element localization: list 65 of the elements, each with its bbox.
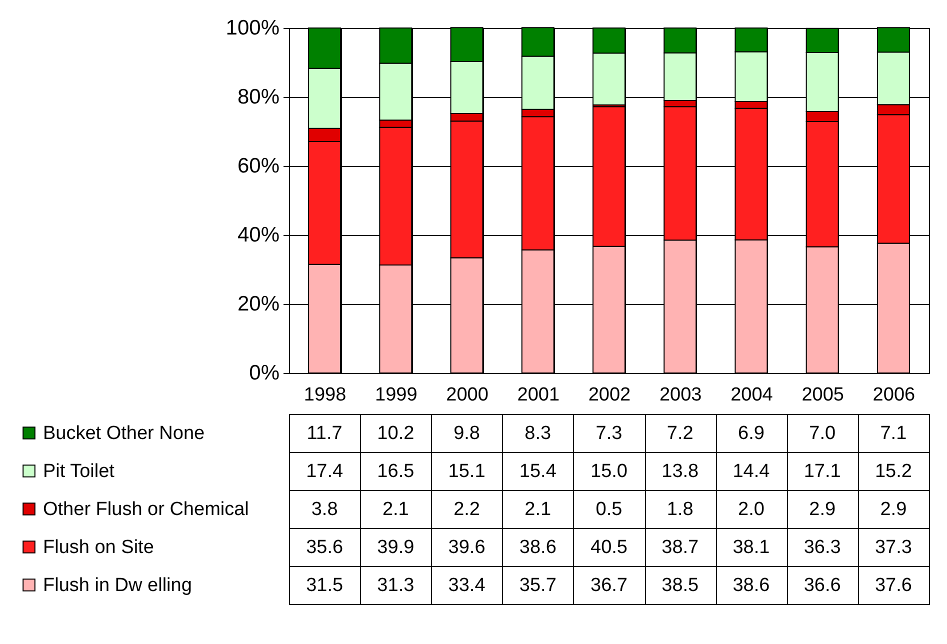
x-tick-label: 2002 bbox=[588, 384, 631, 406]
data-label: 2.2 bbox=[454, 499, 480, 520]
data-label: 11.7 bbox=[306, 423, 342, 444]
data-label: 2.9 bbox=[880, 499, 907, 520]
data-label: 3.8 bbox=[311, 499, 338, 520]
data-label: 38.6 bbox=[732, 575, 770, 596]
y-tick-label: 80% bbox=[237, 86, 280, 108]
data-label: 9.8 bbox=[454, 423, 480, 444]
data-label: 17.1 bbox=[804, 461, 841, 482]
data-label: 2.1 bbox=[382, 499, 409, 520]
legend-label: Flush on Site bbox=[43, 537, 154, 558]
legend-label: Flush in Dw elling bbox=[43, 575, 192, 596]
y-tick-label: 40% bbox=[237, 224, 280, 246]
data-label: 35.6 bbox=[306, 537, 344, 558]
data-label: 10.2 bbox=[377, 423, 414, 444]
data-label: 17.4 bbox=[306, 461, 344, 482]
data-label: 7.1 bbox=[880, 423, 907, 444]
data-label: 37.3 bbox=[874, 537, 912, 558]
data-label: 15.0 bbox=[590, 461, 628, 482]
y-tick-label: 0% bbox=[249, 362, 280, 384]
data-label: 35.7 bbox=[519, 575, 556, 596]
data-label: 37.6 bbox=[874, 575, 912, 596]
data-label: 40.5 bbox=[590, 537, 628, 558]
data-label: 36.7 bbox=[590, 575, 628, 596]
x-tick-label: 2006 bbox=[872, 384, 916, 406]
x-tick-label: 1999 bbox=[375, 384, 418, 406]
data-label: 31.5 bbox=[306, 575, 344, 596]
data-label: 39.6 bbox=[448, 537, 486, 558]
x-tick-label: 2001 bbox=[517, 384, 560, 406]
data-label: 0.5 bbox=[596, 499, 622, 520]
y-tick-label: 60% bbox=[237, 154, 280, 178]
data-label: 39.9 bbox=[377, 537, 414, 558]
x-tick-label: 2005 bbox=[802, 384, 844, 406]
y-tick-label: 20% bbox=[237, 292, 280, 316]
legend-label: Bucket Other None bbox=[43, 423, 205, 444]
data-label: 16.5 bbox=[377, 461, 414, 482]
data-label: 15.4 bbox=[519, 461, 557, 482]
data-label: 1.8 bbox=[666, 499, 694, 520]
data-label: 38.5 bbox=[662, 575, 699, 596]
data-label: 6.9 bbox=[738, 423, 764, 444]
data-label: 2.0 bbox=[738, 499, 764, 520]
data-label: 38.6 bbox=[519, 537, 556, 558]
data-label: 38.7 bbox=[662, 537, 699, 558]
data-label: 36.6 bbox=[804, 575, 841, 596]
data-label: 2.1 bbox=[524, 499, 552, 520]
data-label: 7.2 bbox=[666, 423, 694, 444]
legend-label: Pit Toilet bbox=[43, 461, 116, 482]
data-label: 15.2 bbox=[874, 461, 912, 482]
data-label: 36.3 bbox=[804, 537, 841, 558]
data-label: 33.4 bbox=[448, 575, 486, 596]
y-tick-label: 100% bbox=[226, 16, 280, 40]
x-tick-label: 2003 bbox=[659, 384, 702, 406]
x-tick-label: 2004 bbox=[730, 384, 774, 406]
data-label: 38.1 bbox=[732, 537, 770, 558]
legend-label: Other Flush or Chemical bbox=[43, 499, 249, 520]
data-label: 2.9 bbox=[809, 499, 836, 520]
data-label: 13.8 bbox=[662, 461, 699, 482]
data-label: 31.3 bbox=[377, 575, 414, 596]
data-label: 8.3 bbox=[524, 423, 552, 444]
data-label: 7.3 bbox=[596, 423, 622, 444]
x-tick-label: 2000 bbox=[446, 384, 488, 406]
x-tick-label: 1998 bbox=[304, 384, 346, 406]
data-label: 15.1 bbox=[448, 461, 486, 482]
data-label: 14.4 bbox=[732, 461, 770, 482]
data-label: 7.0 bbox=[809, 423, 836, 444]
